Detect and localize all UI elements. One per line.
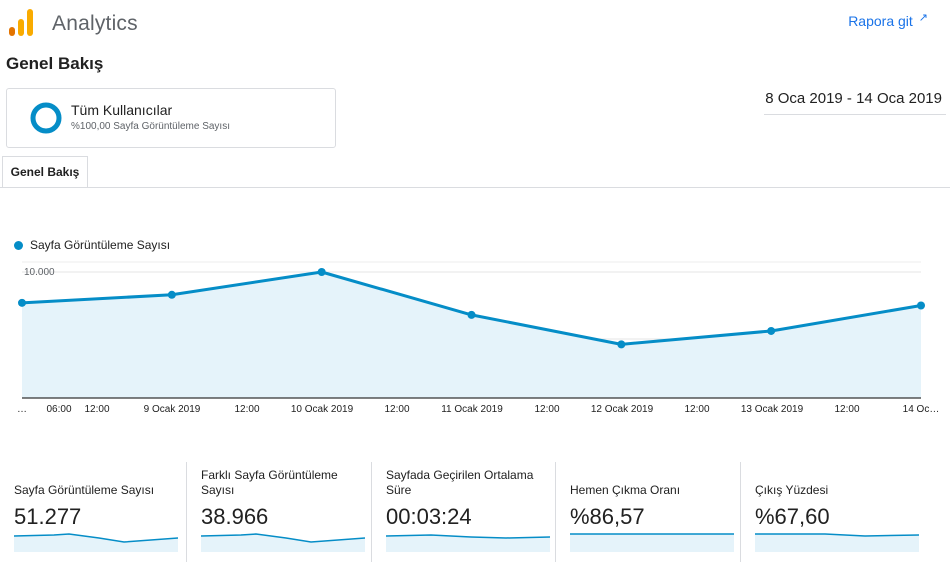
metric-sparkline [201, 533, 365, 552]
metric-sparkline [570, 533, 734, 552]
tab-overview[interactable]: Genel Bakış [2, 156, 88, 187]
sparkline-area [755, 534, 919, 552]
x-tick-label: 12:00 [234, 404, 259, 415]
metric-value: 00:03:24 [386, 504, 472, 529]
series-area [22, 272, 921, 398]
legend-dot-icon [14, 240, 23, 250]
report-link[interactable]: Rapora git ↗ [848, 11, 928, 30]
metric-value: 38.966 [201, 504, 269, 529]
data-point [767, 326, 776, 335]
segment-subtitle: %100,00 Sayfa Görüntüleme Sayısı [71, 121, 230, 132]
analytics-logo-icon[interactable] [8, 8, 36, 38]
data-point [317, 268, 326, 276]
report-link-label: Rapora git [848, 13, 913, 29]
legend-label: Sayfa Görüntüleme Sayısı [30, 238, 171, 252]
metric-value: %86,57 [570, 504, 645, 529]
y-tick-label: 10.000 [24, 267, 55, 278]
sparkline-line [14, 533, 178, 543]
sparkline-line [386, 534, 550, 539]
metric-sparkline [755, 533, 919, 552]
sparkline-area [386, 535, 550, 552]
external-link-icon: ↗ [918, 11, 928, 24]
metric-label: Farklı Sayfa Görüntüleme Sayısı [201, 468, 338, 497]
metric-card[interactable]: Farklı Sayfa Görüntüleme Sayısı 38.966 [186, 462, 371, 562]
sparkline-line [201, 533, 365, 543]
x-tick-label: 11 Ocak 2019 [441, 404, 503, 415]
segment-donut-icon [30, 102, 62, 134]
x-tick-label: 13 Ocak 2019 [741, 404, 804, 415]
x-tick-label: … [17, 404, 27, 415]
data-point [18, 298, 26, 307]
x-tick-label: 12:00 [384, 404, 409, 415]
metric-card[interactable]: Sayfada Geçirilen Ortalama Süre 00:03:24 [371, 462, 555, 562]
x-tick-label: 12:00 [84, 404, 109, 415]
data-point [917, 301, 925, 310]
x-tick-label: 12:00 [684, 404, 709, 415]
metric-label: Sayfada Geçirilen Ortalama Süre [386, 468, 534, 497]
data-point [617, 340, 626, 349]
top-bar: Analytics Rapora git ↗ [0, 0, 950, 48]
x-tick-label: 12:00 [834, 404, 859, 415]
date-range-picker[interactable]: 8 Oca 2019 - 14 Oca 2019 [764, 90, 946, 115]
x-tick-label: 10 Ocak 2019 [291, 404, 354, 415]
sparkline-area [570, 534, 734, 552]
metric-label: Sayfa Görüntüleme Sayısı [14, 483, 155, 497]
segment-name: Tüm Kullanıcılar [71, 102, 173, 118]
x-tick-label: 06:00 [46, 404, 71, 415]
sparkline-line [755, 533, 919, 537]
sparkline-area [14, 534, 178, 552]
x-tick-label: 14 Oc… [903, 404, 940, 415]
metric-sparkline [386, 534, 550, 552]
metric-value: 51.277 [14, 504, 82, 529]
app-title: Analytics [52, 12, 138, 35]
metric-card[interactable]: Hemen Çıkma Oranı %86,57 [555, 462, 740, 562]
x-tick-label: 9 Ocak 2019 [144, 404, 201, 415]
metric-label: Hemen Çıkma Oranı [570, 483, 681, 497]
metric-card[interactable]: Sayfa Görüntüleme Sayısı 51.277 [0, 462, 186, 562]
data-point [167, 290, 176, 299]
page-title: Genel Bakış [6, 54, 104, 73]
sparkline-area [201, 534, 365, 552]
metric-label: Çıkış Yüzdesi [755, 483, 829, 497]
x-tick-label: 12 Ocak 2019 [591, 404, 654, 415]
data-point [467, 310, 476, 319]
metric-sparkline [14, 533, 178, 552]
chart-legend[interactable]: Sayfa Görüntüleme Sayısı [14, 238, 170, 252]
metric-card[interactable]: Çıkış Yüzdesi %67,60 [740, 462, 930, 562]
tab-bar: Genel Bakış [0, 156, 950, 188]
segment-card[interactable]: Tüm Kullanıcılar %100,00 Sayfa Görüntüle… [6, 88, 336, 148]
metrics-row: Sayfa Görüntüleme Sayısı 51.277 Farklı Say… [0, 462, 950, 562]
metric-value: %67,60 [755, 504, 830, 529]
x-tick-label: 12:00 [534, 404, 559, 415]
